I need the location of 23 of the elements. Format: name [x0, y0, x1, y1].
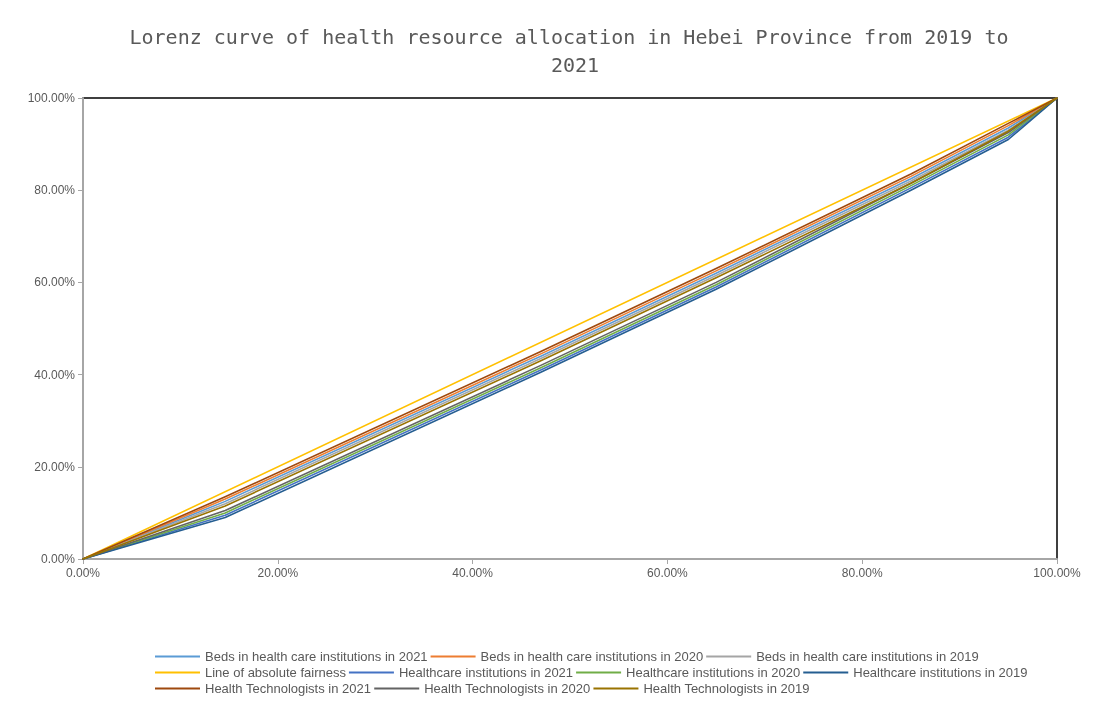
y-tick-label: 80.00% — [34, 183, 76, 198]
x-tick-label: 0.00% — [65, 566, 101, 580]
x-tick-label: 80.00% — [841, 566, 883, 580]
legend-label: Health Technologists in 2019 — [643, 681, 810, 696]
y-tick-label: 20.00% — [34, 459, 76, 474]
y-tick-label: 100.00% — [27, 91, 76, 105]
legend-label: Healthcare institutions in 2019 — [853, 665, 1028, 680]
y-tick-label: 40.00% — [34, 367, 76, 382]
legend-label: Health Technologists in 2020 — [424, 681, 591, 696]
legend-label: Healthcare institutions in 2020 — [626, 665, 801, 680]
x-tick-label: 40.00% — [452, 566, 494, 580]
y-tick-label: 60.00% — [34, 275, 76, 290]
legend-label: Health Technologists in 2021 — [205, 681, 371, 696]
y-tick-label: 0.00% — [40, 552, 76, 566]
legend-label: Line of absolute fairness — [205, 665, 347, 680]
x-tick-label: 60.00% — [647, 566, 689, 580]
legend-label: Healthcare institutions in 2021 — [398, 665, 574, 680]
x-tick-label: 100.00% — [1033, 566, 1082, 580]
legend-label: Beds in health care institutions in 2020 — [480, 649, 704, 664]
legend-label: Beds in health care institutions in 2019 — [756, 649, 979, 664]
x-tick-label: 20.00% — [257, 566, 299, 580]
legend-label: Beds in health care institutions in 2021 — [205, 649, 428, 664]
chart-title: Lorenz curve of health resource allocation in Hebei Province from 2019 to 2021 — [129, 25, 1021, 77]
